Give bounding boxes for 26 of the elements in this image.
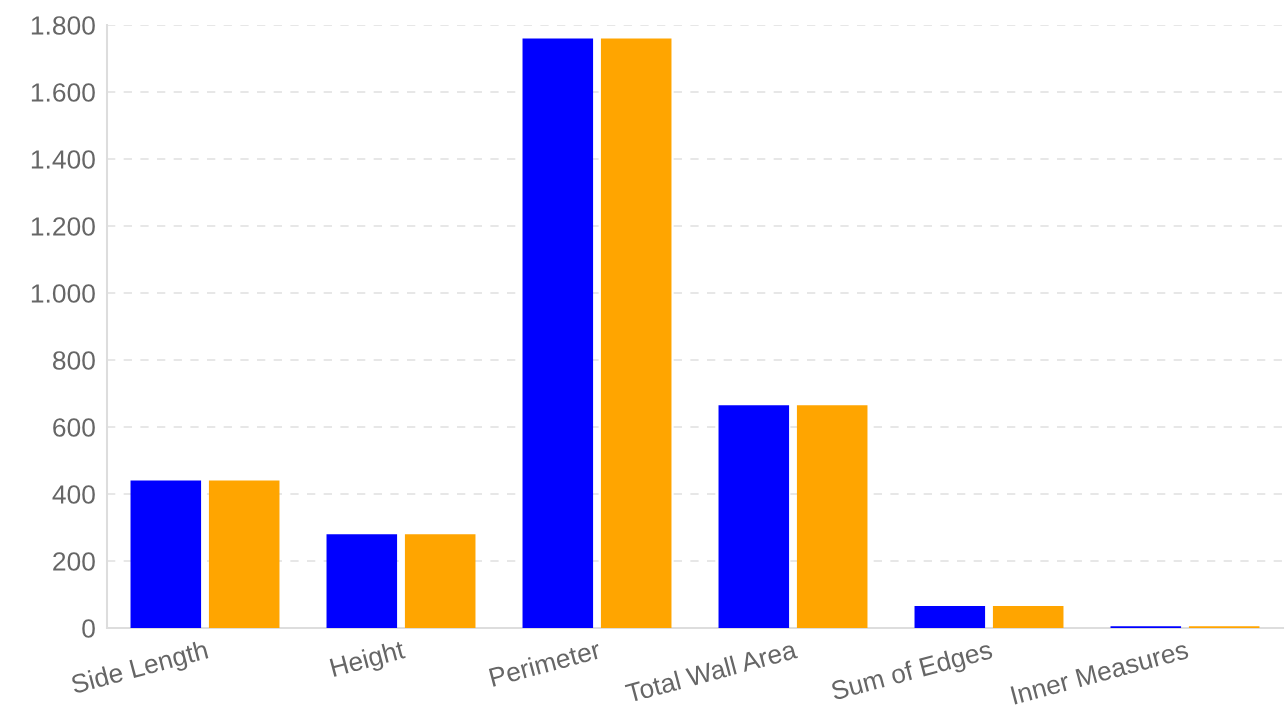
y-tick-label: 600 (53, 418, 95, 437)
y-tick-label: 0 (82, 619, 95, 638)
bar (718, 405, 790, 628)
y-tick-label: 1.200 (31, 217, 95, 236)
bar (404, 534, 476, 628)
bar (130, 480, 202, 628)
y-tick-label: 1.600 (31, 83, 95, 102)
y-tick-label: 1.000 (31, 284, 95, 303)
bar (208, 480, 280, 628)
bar (600, 38, 672, 628)
bar (992, 605, 1064, 628)
x-tick-label: Height (329, 639, 408, 683)
x-tick-label: Sum of Edges (830, 639, 995, 706)
y-tick-label: 400 (52, 485, 95, 504)
y-tick-label: 1.800 (31, 16, 95, 35)
x-tick-label: Side Length (70, 639, 210, 700)
bar (914, 605, 986, 628)
x-tick-label: Total Wall Area (624, 639, 799, 703)
y-tick-label: 800 (53, 351, 95, 370)
y-tick-label: 1.400 (31, 150, 95, 169)
x-tick-label: Perimeter (488, 639, 602, 687)
bar (796, 405, 868, 628)
y-tick-label: 200 (53, 552, 95, 571)
bar (326, 534, 398, 628)
bar (522, 38, 594, 628)
x-tick-label: Inner Measures (1010, 640, 1190, 705)
